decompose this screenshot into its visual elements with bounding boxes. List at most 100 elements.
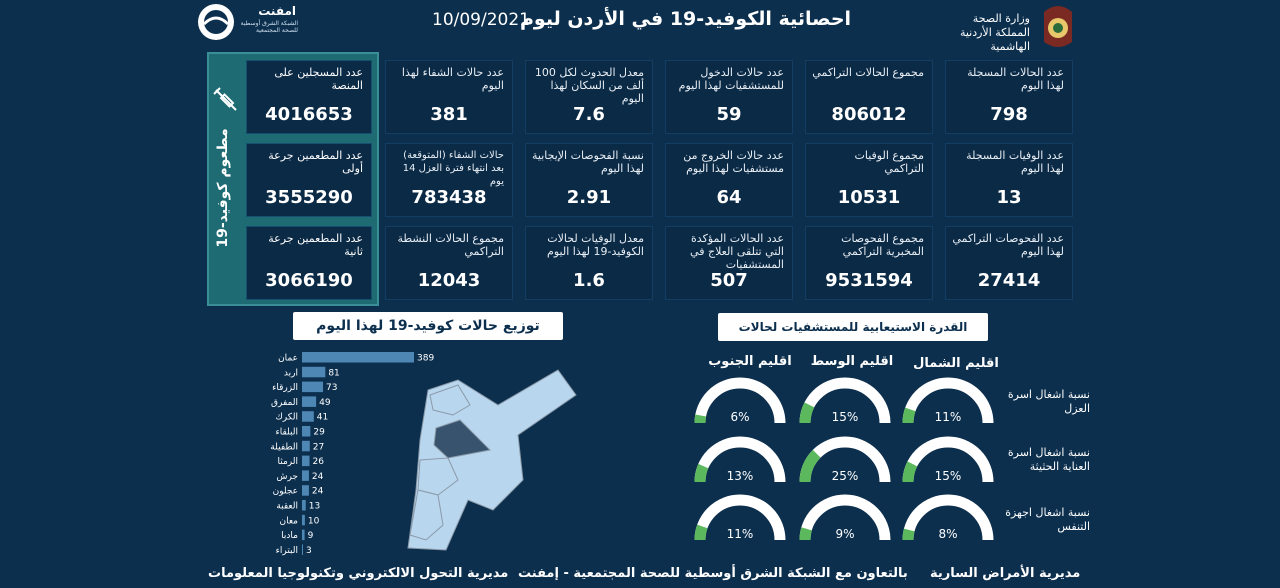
category-label: العقبة (276, 502, 298, 512)
bar-value-label: 389 (417, 354, 434, 364)
card-label: عدد المسجلين على المنصة (274, 66, 363, 92)
vaccine-registered-card: عدد المسجلين على المنصة 4016653 (246, 60, 372, 134)
bar (302, 396, 317, 407)
bar-value-label: 26 (312, 457, 324, 467)
ministry-line2: المملكة الأردنية الهاشمية (959, 26, 1030, 53)
stat-card: عدد الوفيات المسجلة لهذا اليوم 13 (945, 143, 1073, 217)
cases-bar-chart: عمان 389 اربد 81 الزرقاء 73 المفرق 49 الكرك 41 الب… (270, 352, 434, 556)
bar-value-label: 49 (319, 398, 331, 408)
gauge-value: 11% (935, 410, 962, 424)
bar (302, 455, 310, 467)
card-value: 3066190 (265, 270, 353, 291)
bar (302, 366, 326, 378)
row-label-isolation: نسبة اشغال اسرة العزل (1007, 388, 1090, 415)
stat-card: عدد الحالات المؤكدة التي تتلقى العلاج في… (665, 226, 793, 300)
emphnet-logo-icon (196, 2, 236, 42)
bar-value-label: 29 (313, 428, 325, 438)
bar (302, 514, 305, 526)
region-central-label: اقليم الوسط (810, 354, 894, 369)
row-label-icu: نسبة اشغال اسرة العناية الحثيثة (1007, 446, 1090, 473)
category-label: جرش (276, 472, 298, 482)
card-label: عدد المطعمين جرعة ثانية (268, 232, 363, 258)
region-north-label: اقليم الشمال (913, 356, 999, 371)
category-label: عمان (278, 354, 298, 364)
gauge-fill (799, 449, 821, 483)
category-label: عجلون (273, 487, 298, 497)
logo-name: امفنت (258, 4, 296, 18)
stat-card: معدل الوفيات لحالات الكوفيد-19 لهذا اليو… (525, 226, 653, 300)
footer-right: مديرية الأمراض السارية (930, 566, 1081, 581)
gauge-track (694, 436, 786, 483)
stat-card: مجموع الحالات النشطة التراكمي 12043 (385, 226, 513, 300)
vaccination-side-title: مطعوم كوفيد-19 (215, 128, 231, 248)
bar-value-label: 10 (308, 516, 320, 526)
syringe-icon (212, 86, 240, 114)
stat-card: حالات الشفاء (المتوقعة) بعد انتهاء فترة … (385, 143, 513, 217)
region-south-label: اقليم الجنوب (708, 354, 792, 369)
bar (302, 411, 314, 422)
distribution-title: توزيع حالات كوفيد-19 لهذا اليوم (293, 312, 563, 340)
gauge-track (694, 494, 786, 541)
category-label: الرمثا (278, 457, 299, 467)
bar (302, 500, 306, 511)
footer-left: مديرية التحول الالكتروني وتكنولوجيا المع… (208, 566, 509, 581)
bar-value-label: 24 (312, 472, 324, 482)
stat-card: عدد حالات الشفاء لهذا اليوم 381 (385, 60, 513, 134)
jordan-map (407, 369, 577, 551)
gauge-fill (799, 402, 815, 424)
bar-value-label: 73 (326, 383, 337, 393)
category-label: المفرق (271, 398, 298, 408)
gauge-track (902, 494, 994, 541)
category-label: البتراء (276, 546, 298, 556)
gauge-fill (902, 461, 918, 483)
gauge-fill (694, 463, 709, 483)
stat-card: عدد حالات الدخول للمستشفيات لهذا اليوم 59 (665, 60, 793, 134)
stat-card: عدد حالات الخروج من مستشفيات لهذا اليوم 6… (665, 143, 793, 217)
category-label: الطفيلة (270, 442, 298, 452)
stat-card: معدل الحدوث لكل 100 ألف من السكان لهذا ا… (525, 60, 653, 134)
ministry-name: وزارة الصحة المملكة الأردنية الهاشمية (930, 12, 1030, 54)
bar-value-label: 9 (308, 531, 314, 541)
bar-value-label: 24 (312, 487, 324, 497)
bar (302, 352, 414, 363)
gauge-track (902, 377, 994, 424)
logo-subtitle: الشبكة الشرق أوسطية للصحة المجتمعية (240, 20, 298, 34)
stat-card: مجموع الفحوصات المخبرية التراكمي 9531594 (805, 226, 933, 300)
card-value: 4016653 (265, 104, 353, 125)
stat-card: مجموع الحالات التراكمي 806012 (805, 60, 933, 134)
stat-card: عدد الحالات المسجلة لهذا اليوم 798 (945, 60, 1073, 134)
bar-value-label: 13 (309, 502, 320, 512)
capacity-title: القدرة الاستيعابية للمستشفيات لحالات كوف… (718, 313, 988, 362)
bar (302, 381, 324, 393)
jordan-emblem-icon (1038, 2, 1078, 52)
gauge-fill (694, 524, 708, 541)
gauge-fill (694, 414, 707, 424)
bar-value-label: 81 (328, 368, 339, 378)
capacity-gauges: 11% 15% 6% 15% 25% 13% 8% 9% 11% (694, 377, 994, 541)
footer-center: بالتعاون مع الشبكة الشرق أوسطية للصحة ال… (518, 566, 908, 581)
vaccine-second-dose-card: عدد المطعمين جرعة ثانية 3066190 (246, 226, 372, 300)
page-title: احصائية الكوفيد-19 في الأردن ليوم (520, 8, 852, 30)
gauge-value: 9% (835, 527, 854, 541)
category-label: معان (279, 516, 298, 526)
gauge-value: 15% (935, 469, 962, 483)
category-label: البلقاء (276, 428, 298, 438)
card-value: 3555290 (265, 187, 353, 208)
bar-value-label: 3 (306, 546, 312, 556)
gauge-value: 6% (730, 410, 749, 424)
bar (302, 470, 309, 481)
bar (302, 485, 309, 496)
gauge-value: 8% (938, 527, 957, 541)
stat-card: نسبة الفحوصات الإيجابية لهذا اليوم 2.91 (525, 143, 653, 217)
category-label: اربد (284, 368, 298, 378)
ministry-line1: وزارة الصحة (972, 12, 1030, 25)
bar-value-label: 27 (313, 442, 324, 452)
bar (302, 544, 303, 555)
bar (302, 440, 310, 452)
gauge-fill (902, 528, 915, 541)
gauge-value: 13% (727, 469, 754, 483)
gauge-value: 11% (727, 527, 754, 541)
gauge-value: 25% (832, 469, 859, 483)
gauge-fill (799, 527, 812, 541)
category-label: مادبا (281, 531, 298, 541)
